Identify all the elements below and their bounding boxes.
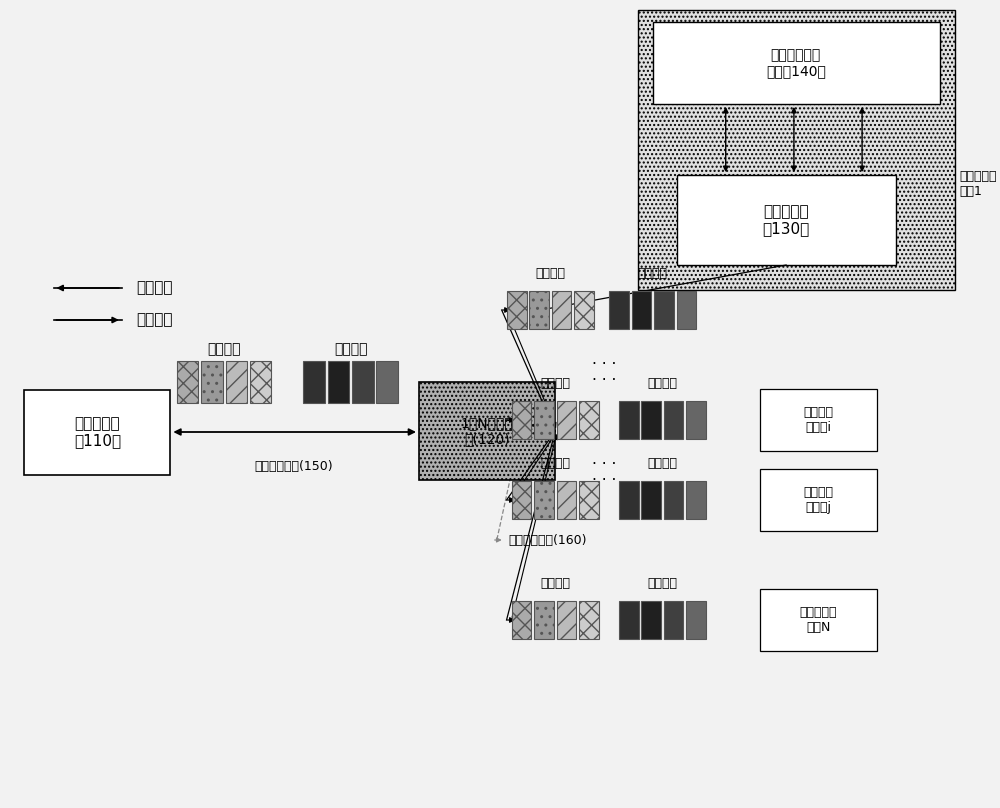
Text: 1分N光分束
器(120): 1分N光分束 器(120) — [461, 416, 513, 446]
Text: . . .: . . . — [592, 452, 616, 468]
Bar — [226, 361, 247, 403]
Bar — [641, 401, 661, 439]
Bar — [534, 481, 554, 519]
Text: 上行信号: 上行信号 — [540, 577, 570, 590]
Bar — [303, 361, 325, 403]
Bar — [574, 291, 594, 329]
Text: 光网络单元
组群N: 光网络单元 组群N — [800, 606, 837, 634]
Bar — [619, 481, 639, 519]
Bar — [534, 601, 554, 639]
Text: 光网络单元侧
子网（140）: 光网络单元侧 子网（140） — [766, 48, 826, 78]
Bar — [686, 481, 706, 519]
Bar — [557, 481, 576, 519]
Bar — [664, 481, 683, 519]
Bar — [760, 589, 877, 651]
Text: . . .: . . . — [592, 368, 616, 382]
Text: 光网络单元
（130）: 光网络单元 （130） — [762, 204, 810, 236]
Bar — [579, 401, 599, 439]
Bar — [609, 291, 629, 329]
Text: 光网络单元
组群1: 光网络单元 组群1 — [960, 170, 997, 198]
Text: 下行信号: 下行信号 — [647, 377, 677, 390]
Bar — [552, 291, 571, 329]
Bar — [534, 401, 554, 439]
Text: . . .: . . . — [592, 352, 616, 368]
Bar — [529, 291, 549, 329]
Text: 上行信号: 上行信号 — [535, 267, 565, 280]
Bar — [686, 601, 706, 639]
Bar — [24, 390, 170, 475]
Text: 分支光纤链路(160): 分支光纤链路(160) — [508, 533, 587, 546]
Bar — [177, 361, 198, 403]
Bar — [641, 601, 661, 639]
Bar — [512, 481, 531, 519]
Bar — [654, 291, 674, 329]
Bar — [653, 22, 940, 104]
Bar — [376, 361, 398, 403]
Bar — [419, 382, 555, 480]
Bar — [557, 401, 576, 439]
Bar — [619, 601, 639, 639]
Bar — [352, 361, 374, 403]
Text: 下行信号: 下行信号 — [136, 313, 173, 327]
Bar — [664, 401, 683, 439]
Bar — [579, 481, 599, 519]
Text: 下行信号: 下行信号 — [334, 342, 367, 356]
Bar — [201, 361, 223, 403]
Text: 上行信号: 上行信号 — [207, 342, 241, 356]
Bar — [619, 401, 639, 439]
Bar — [507, 291, 527, 329]
Bar — [328, 361, 349, 403]
Bar — [760, 389, 877, 451]
Bar — [686, 401, 706, 439]
Text: 下行信号: 下行信号 — [647, 577, 677, 590]
Bar — [641, 481, 661, 519]
Bar — [760, 469, 877, 531]
Bar — [557, 601, 576, 639]
Text: 光网络单
元组群j: 光网络单 元组群j — [803, 486, 833, 514]
Bar — [512, 601, 531, 639]
Text: . . .: . . . — [592, 468, 616, 482]
Bar — [677, 291, 696, 329]
Bar — [638, 10, 955, 290]
Bar — [250, 361, 271, 403]
Bar — [664, 601, 683, 639]
Text: 主干光纤链路(150): 主干光纤链路(150) — [255, 460, 333, 473]
Text: 光线路终端
（110）: 光线路终端 （110） — [74, 416, 121, 448]
Bar — [512, 401, 531, 439]
Bar — [677, 175, 896, 265]
Text: 光网络单
元组群i: 光网络单 元组群i — [803, 406, 833, 434]
Bar — [579, 601, 599, 639]
Text: 上行信号: 上行信号 — [136, 280, 173, 296]
Text: 下行信号: 下行信号 — [647, 457, 677, 470]
Text: 上行信号: 上行信号 — [540, 457, 570, 470]
Text: 上行信号: 上行信号 — [540, 377, 570, 390]
Text: 下行信号: 下行信号 — [638, 267, 668, 280]
Bar — [632, 291, 651, 329]
